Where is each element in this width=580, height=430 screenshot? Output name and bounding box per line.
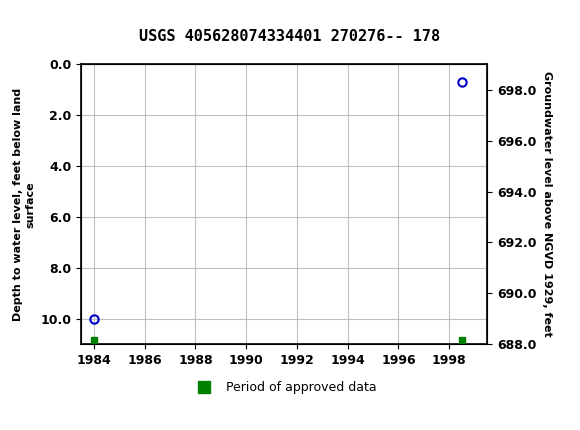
Legend: Period of approved data: Period of approved data bbox=[186, 376, 382, 399]
Text: USGS: USGS bbox=[32, 12, 92, 31]
Y-axis label: Groundwater level above NGVD 1929, feet: Groundwater level above NGVD 1929, feet bbox=[542, 71, 552, 337]
Text: ≈: ≈ bbox=[7, 11, 26, 31]
Y-axis label: Depth to water level, feet below land
surface: Depth to water level, feet below land su… bbox=[13, 88, 35, 321]
Text: USGS 405628074334401 270276-- 178: USGS 405628074334401 270276-- 178 bbox=[139, 29, 441, 44]
